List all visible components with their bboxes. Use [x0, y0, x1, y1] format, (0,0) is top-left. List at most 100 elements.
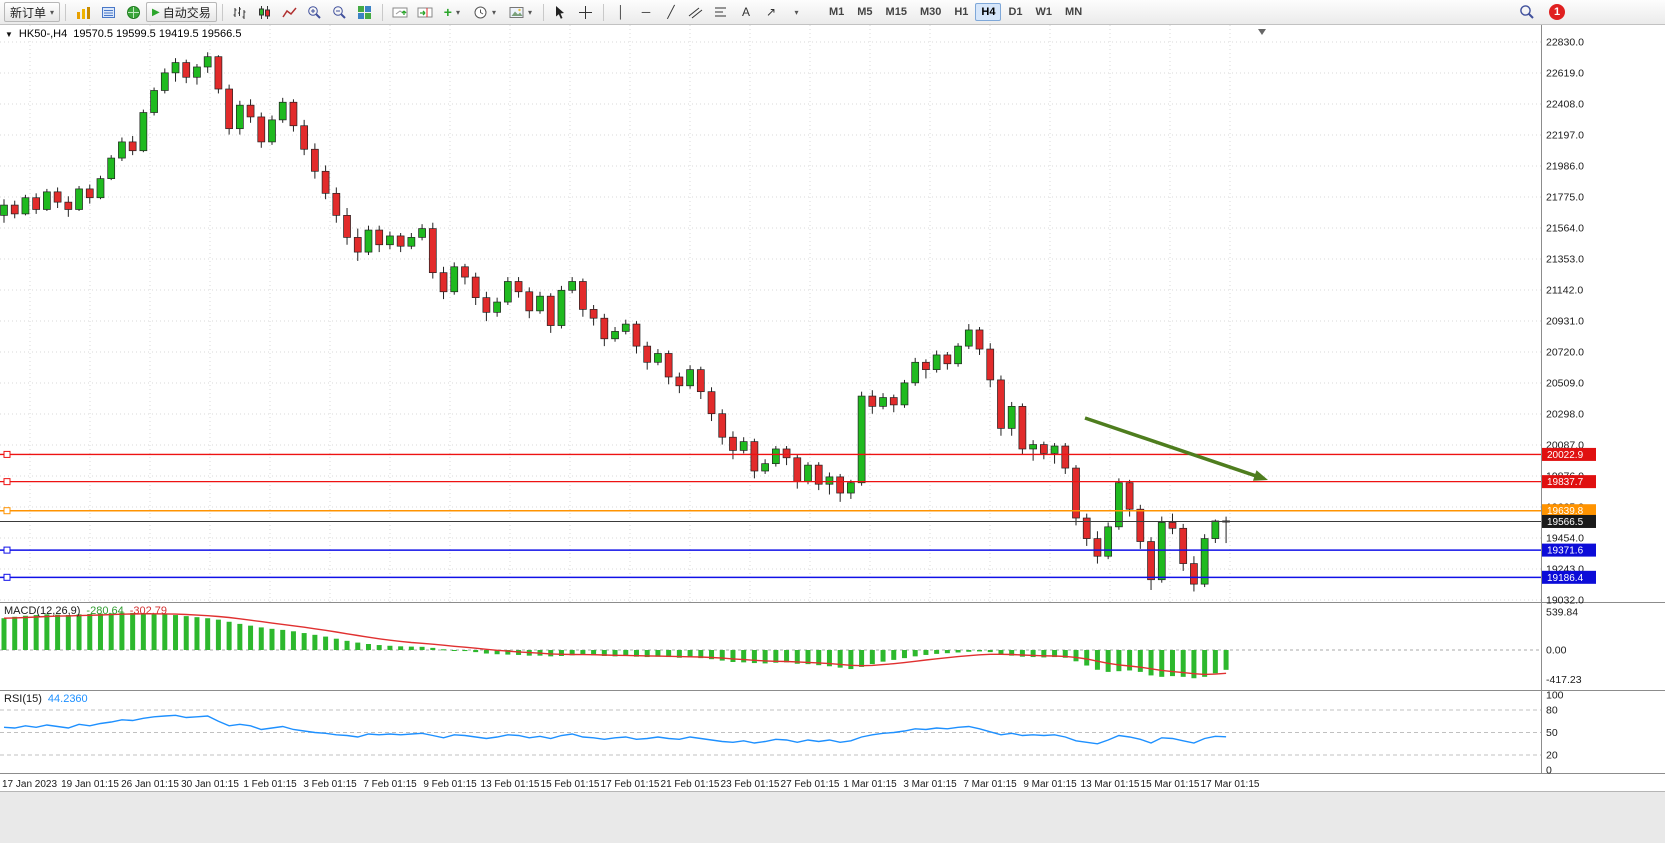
svg-text:27 Feb 01:15: 27 Feb 01:15	[781, 779, 840, 790]
timeframe-M15[interactable]: M15	[880, 3, 913, 21]
plus-icon: +	[443, 4, 452, 20]
candle-body	[847, 482, 855, 494]
timeframe-H4[interactable]: H4	[975, 3, 1002, 21]
candle-body	[793, 457, 802, 482]
separator	[542, 3, 544, 21]
candle-body	[182, 62, 191, 78]
candle-body	[43, 191, 51, 210]
macd-signal-value: -302.79	[129, 605, 168, 617]
candle-body	[1029, 444, 1037, 450]
candle-body	[85, 188, 94, 199]
price-tag	[1542, 475, 1596, 489]
candle-body	[643, 345, 652, 363]
hline-handle[interactable]	[3, 546, 11, 554]
hline-handle[interactable]	[3, 450, 11, 458]
data-window-icon[interactable]	[96, 1, 120, 23]
cursor-tool-icon[interactable]	[549, 1, 573, 23]
search-icon[interactable]	[1515, 1, 1539, 23]
tile-windows-icon[interactable]	[353, 1, 377, 23]
timeframe-M1[interactable]: M1	[823, 3, 850, 21]
market-watch-icon[interactable]	[71, 1, 95, 23]
candle-body	[1072, 467, 1080, 519]
horizontal-lines	[0, 450, 1541, 581]
candle-body	[814, 464, 823, 485]
svg-text:1 Feb 01:15: 1 Feb 01:15	[243, 779, 297, 790]
shapes-dropdown-icon[interactable]: ▾	[794, 7, 799, 17]
svg-text:22408.0: 22408.0	[1546, 99, 1584, 111]
chart-canvas[interactable]: 22830.0 22619.0 22408.0 22197.0 21986.0 21775…	[0, 25, 1665, 791]
zoom-out-icon[interactable]	[328, 1, 352, 23]
candle-body	[375, 229, 384, 246]
hline-handle[interactable]	[3, 507, 11, 515]
svg-text:7 Mar 01:15: 7 Mar 01:15	[963, 779, 1017, 790]
candle-body	[471, 276, 480, 298]
timeframe-MN[interactable]: MN	[1059, 3, 1088, 21]
candle-body	[418, 228, 426, 238]
zoom-in-icon[interactable]	[303, 1, 327, 23]
trend-arrow[interactable]	[1084, 416, 1260, 479]
svg-text:20931.0: 20931.0	[1546, 316, 1584, 328]
timeframe-H1[interactable]: H1	[948, 3, 974, 21]
candle-body	[493, 301, 501, 313]
candle-body	[107, 157, 116, 179]
chart-shift-marker[interactable]	[1258, 29, 1266, 35]
line-chart-type-icon[interactable]	[278, 1, 302, 23]
svg-text:19566.5: 19566.5	[1547, 517, 1584, 528]
candle-body	[900, 382, 909, 406]
vertical-line-tool-icon[interactable]: │	[617, 5, 625, 19]
auto-trading-button[interactable]: ▶ 自动交易	[146, 2, 217, 22]
periods-button[interactable]: ▾	[467, 2, 502, 22]
one-click-trading-arrow-icon[interactable]: ▼	[5, 29, 13, 39]
navigator-icon[interactable]	[121, 1, 145, 23]
auto-scroll-icon[interactable]	[388, 1, 412, 23]
separator	[65, 3, 67, 21]
candle-body	[600, 317, 609, 340]
candle-body	[482, 297, 491, 313]
candle-body	[353, 237, 362, 253]
candle-body	[718, 413, 727, 438]
svg-text:19371.6: 19371.6	[1547, 546, 1584, 557]
notification-badge[interactable]: 1	[1549, 4, 1565, 20]
chevron-down-icon: ▾	[527, 7, 532, 17]
candle-body	[579, 281, 587, 310]
candle-body	[246, 104, 255, 118]
candle-body	[1136, 508, 1145, 542]
candle-body	[289, 101, 298, 127]
toolbar: 新订单 ▾ ▶ 自动交易	[0, 0, 1665, 25]
candle-body	[782, 448, 791, 459]
fibonacci-tool-icon[interactable]	[709, 1, 733, 23]
new-order-button[interactable]: 新订单 ▾	[4, 2, 61, 22]
candle-body	[922, 361, 930, 370]
candle-body	[268, 119, 276, 143]
candle-body	[257, 116, 266, 143]
candle-body	[1007, 406, 1016, 429]
candle-body	[954, 345, 962, 365]
svg-text:13 Mar 01:15: 13 Mar 01:15	[1081, 779, 1140, 790]
candlestick-type-icon[interactable]	[253, 1, 277, 23]
templates-button[interactable]: ▾	[503, 2, 538, 22]
hline-handle[interactable]	[3, 573, 11, 581]
hline-handle[interactable]	[3, 478, 11, 486]
time-axis: 17 Jan 2023 19 Jan 01:15 26 Jan 01:15 30 Ja…	[2, 779, 1260, 790]
timeframe-M30[interactable]: M30	[914, 3, 947, 21]
candle-body	[943, 354, 952, 365]
candle-body	[364, 229, 373, 253]
chart-shift-icon[interactable]	[413, 1, 437, 23]
horizontal-line-tool-icon[interactable]: ─	[641, 5, 651, 19]
crosshair-tool-icon[interactable]	[574, 1, 598, 23]
bar-chart-type-icon[interactable]	[228, 1, 252, 23]
separator	[381, 3, 383, 21]
add-indicator-button[interactable]: + ▾	[438, 2, 466, 22]
timeframe-D1[interactable]: D1	[1002, 3, 1028, 21]
channel-tool-icon[interactable]	[684, 1, 708, 23]
trend-arrow-head[interactable]	[1252, 470, 1268, 481]
timeframe-W1[interactable]: W1	[1030, 3, 1059, 21]
timeframe-M5[interactable]: M5	[851, 3, 878, 21]
trendline-tool-icon[interactable]: ╱	[667, 5, 675, 19]
candle-body	[675, 376, 684, 387]
candle-body	[439, 272, 448, 293]
arrows-tool-icon[interactable]: ↗	[765, 5, 777, 19]
text-tool-icon[interactable]: A	[741, 5, 750, 19]
svg-text:9 Mar 01:15: 9 Mar 01:15	[1023, 779, 1077, 790]
candle-body	[1082, 517, 1091, 539]
